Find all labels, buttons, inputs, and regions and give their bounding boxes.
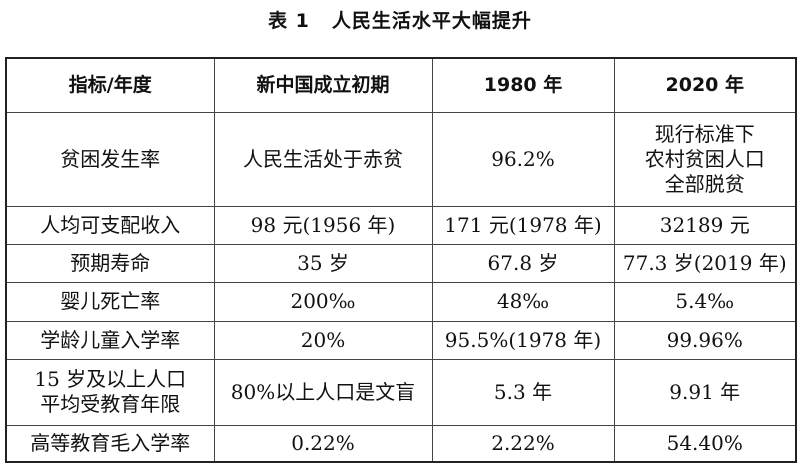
table-row: 15 岁及以上人口 平均受教育年限 80%以上人口是文盲 5.3 年 9.91 … xyxy=(5,358,797,426)
cell: 200‰ xyxy=(213,281,433,322)
cell: 77.3 岁(2019 年) xyxy=(613,243,797,283)
table-caption: 表 1 人民生活水平大幅提升 xyxy=(0,6,800,33)
table-row: 高等教育毛入学率 0.22% 2.22% 54.40% xyxy=(5,424,797,463)
header-indicator: 指标/年度 xyxy=(5,57,215,113)
row-label: 高等教育毛入学率 xyxy=(5,424,215,463)
cell: 171 元(1978 年) xyxy=(431,205,615,245)
cell: 54.40% xyxy=(613,424,797,463)
row-label: 学龄儿童入学率 xyxy=(5,320,215,360)
row-label: 婴儿死亡率 xyxy=(5,281,215,322)
row-label: 15 岁及以上人口 平均受教育年限 xyxy=(5,358,215,426)
table-number: 表 1 xyxy=(268,10,310,32)
row-label: 贫困发生率 xyxy=(5,111,215,207)
table-row: 人均可支配收入 98 元(1956 年) 171 元(1978 年) 32189… xyxy=(5,205,797,245)
living-standards-table: 指标/年度 新中国成立初期 1980 年 2020 年 贫困发生率 人民生活处于… xyxy=(5,57,797,463)
cell: 99.96% xyxy=(613,320,797,360)
cell: 20% xyxy=(213,320,433,360)
cell: 5.4‰ xyxy=(613,281,797,322)
table-title: 人民生活水平大幅提升 xyxy=(331,10,532,32)
table-row: 贫困发生率 人民生活处于赤贫 96.2% 现行标准下 农村贫困人口 全部脱贫 xyxy=(5,111,797,207)
cell: 现行标准下 农村贫困人口 全部脱贫 xyxy=(613,111,797,207)
header-2020: 2020 年 xyxy=(613,57,797,113)
table-row: 学龄儿童入学率 20% 95.5%(1978 年) 99.96% xyxy=(5,320,797,360)
cell: 35 岁 xyxy=(213,243,433,283)
row-label: 预期寿命 xyxy=(5,243,215,283)
cell: 98 元(1956 年) xyxy=(213,205,433,245)
cell: 9.91 年 xyxy=(613,358,797,426)
cell: 67.8 岁 xyxy=(431,243,615,283)
table-row: 预期寿命 35 岁 67.8 岁 77.3 岁(2019 年) xyxy=(5,243,797,283)
cell: 48‰ xyxy=(431,281,615,322)
cell: 人民生活处于赤贫 xyxy=(213,111,433,207)
cell: 95.5%(1978 年) xyxy=(431,320,615,360)
cell: 96.2% xyxy=(431,111,615,207)
cell: 2.22% xyxy=(431,424,615,463)
header-row: 指标/年度 新中国成立初期 1980 年 2020 年 xyxy=(5,57,797,113)
table-row: 婴儿死亡率 200‰ 48‰ 5.4‰ xyxy=(5,281,797,322)
header-early-prc: 新中国成立初期 xyxy=(213,57,433,113)
cell: 5.3 年 xyxy=(431,358,615,426)
row-label: 人均可支配收入 xyxy=(5,205,215,245)
cell: 32189 元 xyxy=(613,205,797,245)
cell: 0.22% xyxy=(213,424,433,463)
cell: 80%以上人口是文盲 xyxy=(213,358,433,426)
header-1980: 1980 年 xyxy=(431,57,615,113)
